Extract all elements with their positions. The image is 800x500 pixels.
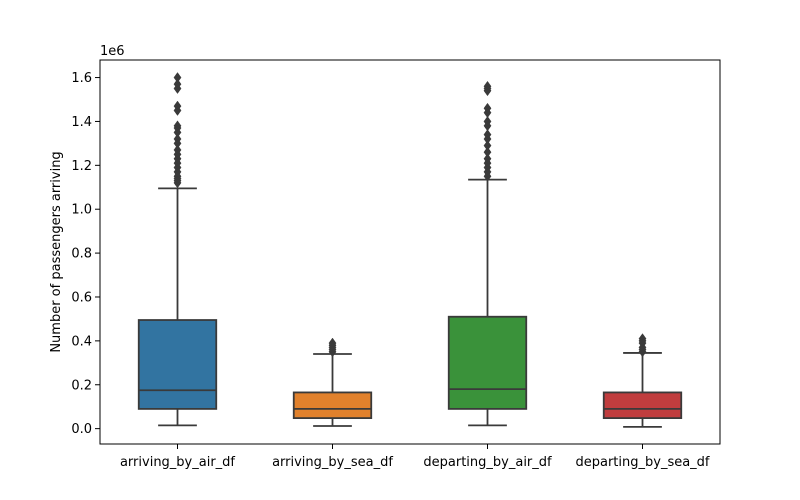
y-tick-label: 1.2 <box>71 159 92 174</box>
y-tick-label: 1.4 <box>71 115 92 130</box>
outlier-point <box>483 129 492 141</box>
outlier-point <box>173 100 182 112</box>
y-tick-label: 1.6 <box>71 71 92 86</box>
outlier-point <box>328 337 337 349</box>
outlier-point <box>483 146 492 158</box>
y-tick-label: 0.2 <box>71 378 92 393</box>
y-axis: 0.0 0.2 0.4 0.6 0.8 1.0 1.2 1.4 1.6 <box>71 71 100 437</box>
x-tick-label: arriving_by_air_df <box>120 455 235 470</box>
x-axis: arriving_by_air_df arriving_by_sea_df depa… <box>120 444 710 470</box>
y-tick-label: 0.6 <box>71 290 92 305</box>
box-body <box>447 315 528 410</box>
outlier-point <box>173 72 182 83</box>
x-tick-label: departing_by_air_df <box>423 455 552 470</box>
box-body <box>602 391 683 420</box>
x-tick-label: arriving_by_sea_df <box>272 455 393 470</box>
outlier-point <box>173 78 182 90</box>
outlier-point <box>173 144 182 156</box>
outlier-point <box>483 153 492 165</box>
y-tick-label: 1.0 <box>71 203 92 218</box>
boxes-group <box>137 72 683 428</box>
outlier-point <box>483 80 492 92</box>
outlier-point <box>638 333 647 345</box>
y-tick-label: 0.0 <box>71 422 92 437</box>
x-tick-label: departing_by_sea_df <box>575 455 709 470</box>
box-departing_by_air_df <box>447 80 528 427</box>
outlier-point <box>483 140 492 152</box>
outlier-point <box>173 120 182 132</box>
box-body <box>137 319 218 410</box>
box-arriving_by_air_df <box>137 72 218 427</box>
outlier-point <box>173 133 182 145</box>
y-axis-offset-label: 1e6 <box>100 44 125 59</box>
box-arriving_by_sea_df <box>292 337 373 427</box>
plot-frame <box>99 59 721 445</box>
box-departing_by_sea_df <box>602 333 683 428</box>
y-tick-label: 0.4 <box>71 334 92 349</box>
box-body <box>292 391 373 420</box>
outlier-point <box>483 116 492 127</box>
outlier-point <box>483 102 492 114</box>
y-axis-title: Number of passengers arriving <box>49 151 64 352</box>
y-tick-label: 0.8 <box>71 247 92 262</box>
